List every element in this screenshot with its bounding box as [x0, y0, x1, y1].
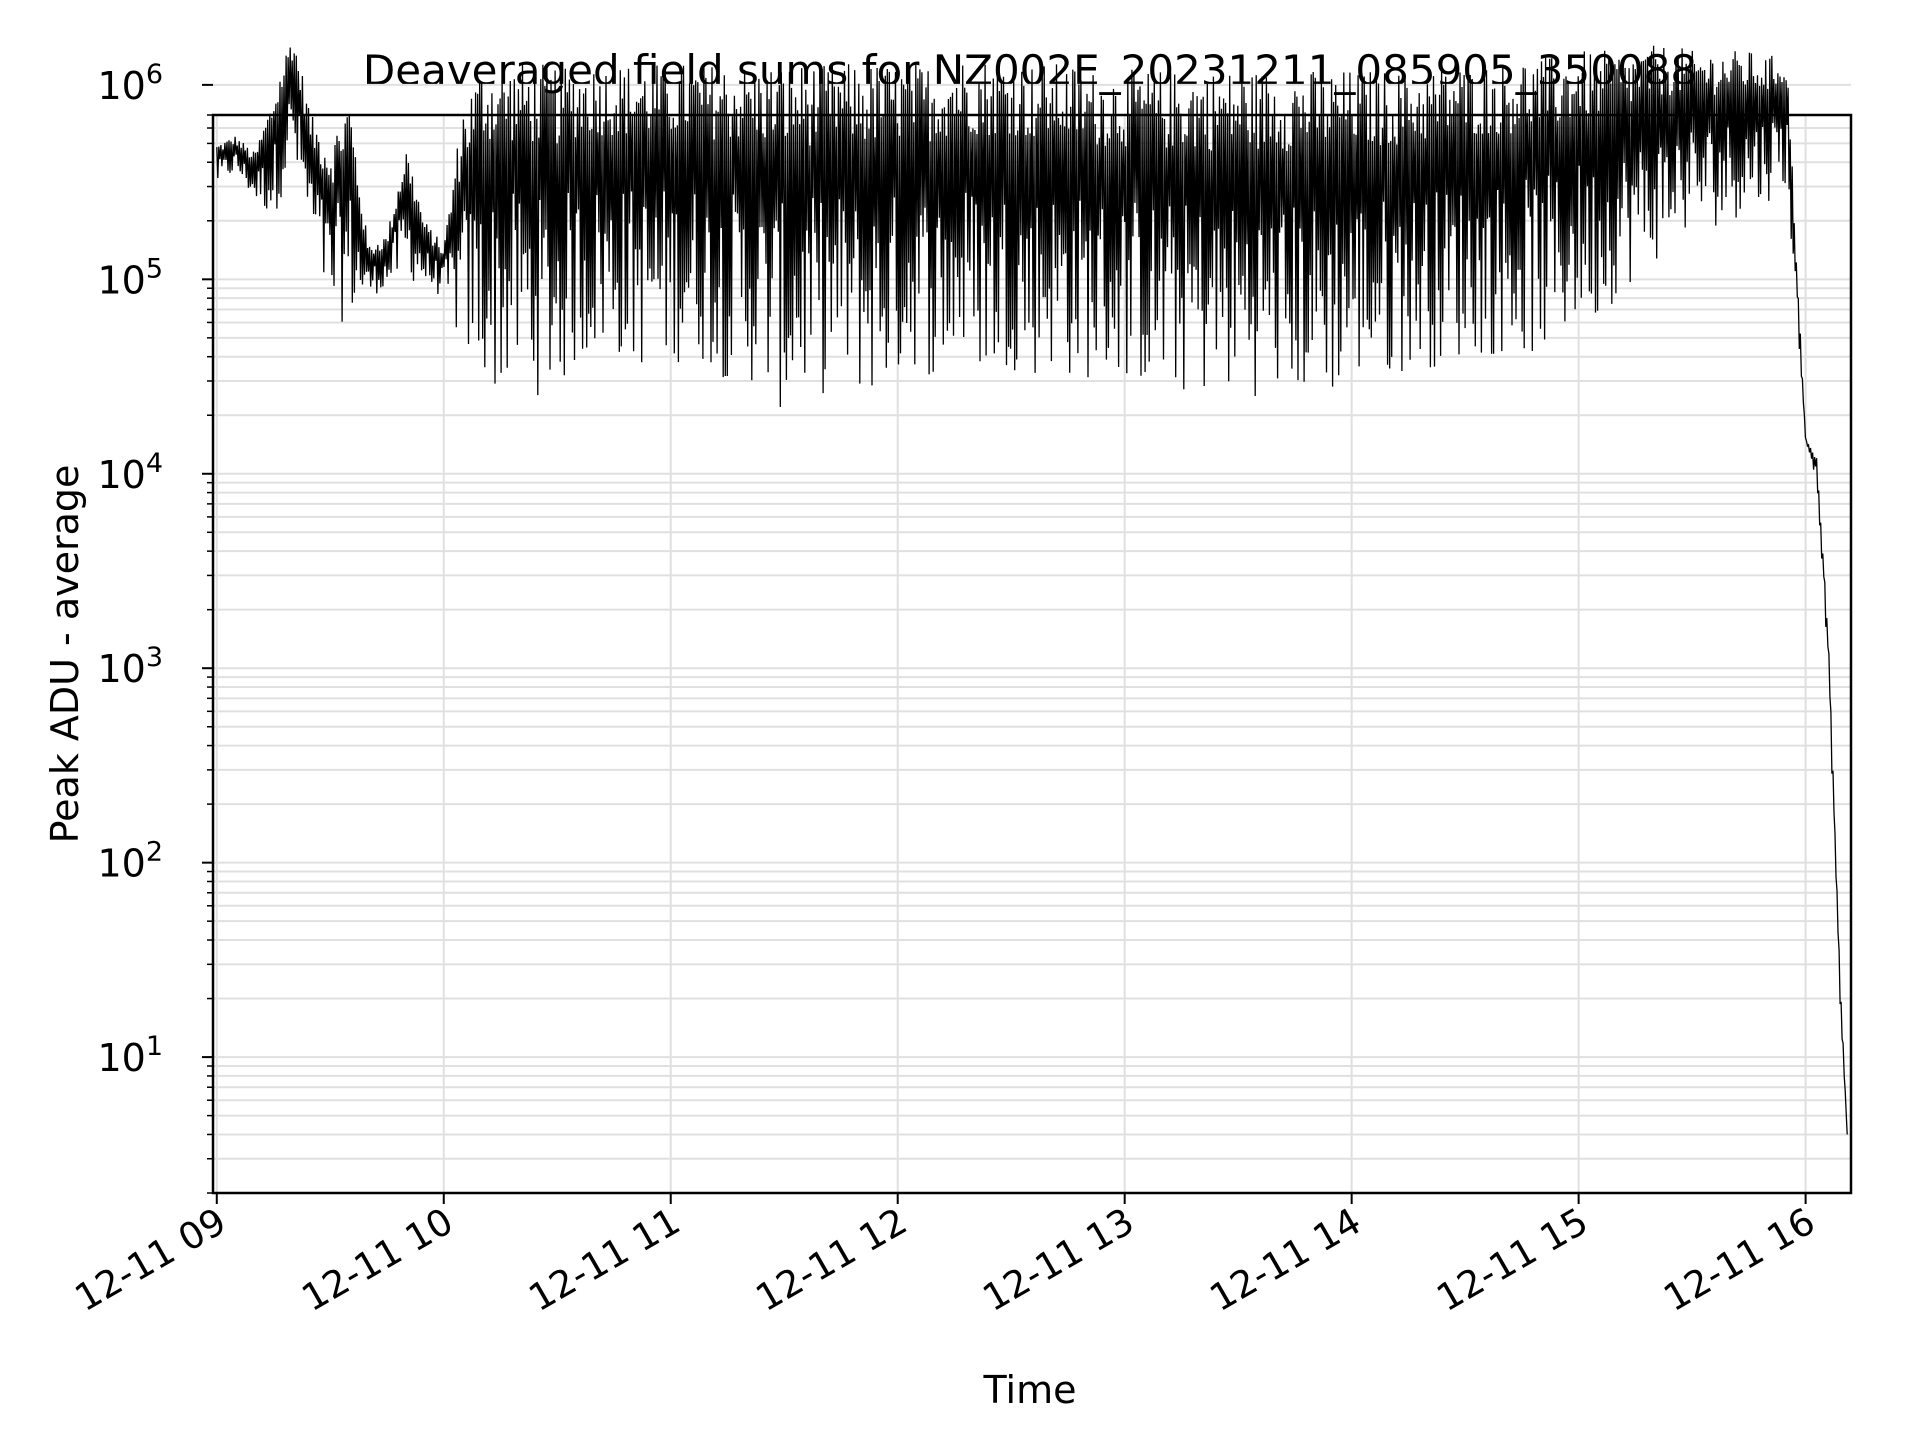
y-axis-label: Peak ADU - average	[43, 465, 87, 844]
chart-title: Deaveraged field sums for NZ002E_2023121…	[363, 46, 1697, 95]
y-tick-label: 102	[97, 837, 163, 886]
plot-frame	[211, 113, 1853, 1195]
y-tick-label: 104	[97, 448, 163, 497]
series-line	[216, 45, 1848, 1135]
y-tick-label: 105	[97, 253, 163, 302]
x-axis-label: Time	[983, 1368, 1077, 1412]
y-tick-label: 106	[97, 59, 163, 108]
data-series	[216, 45, 1848, 1135]
y-tick-label: 103	[97, 642, 163, 691]
y-tick-label: 101	[97, 1031, 163, 1080]
y-axis: 101 102 103 104 105 106	[97, 59, 213, 1194]
